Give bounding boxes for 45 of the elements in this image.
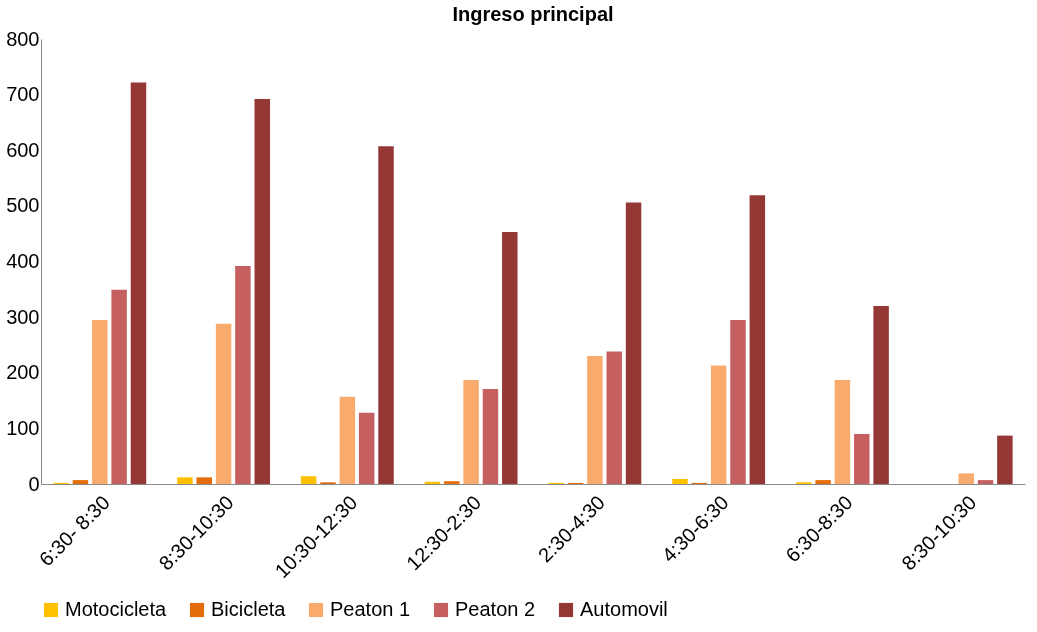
y-tick-label: 200 — [6, 361, 40, 384]
legend-label: Bicicleta — [211, 598, 287, 620]
y-tick-label: 800 — [6, 27, 40, 50]
bar — [215, 323, 232, 484]
bar — [196, 477, 212, 484]
bar — [873, 306, 889, 484]
bar — [587, 356, 603, 484]
bar — [815, 480, 831, 484]
chart-title: Ingreso principal — [452, 3, 614, 25]
bar — [625, 202, 642, 484]
bar — [672, 478, 688, 484]
bar — [482, 388, 499, 484]
bar — [977, 480, 994, 484]
bar — [177, 477, 193, 484]
legend-label: Peaton 1 — [330, 598, 411, 620]
legend-label: Peaton 2 — [455, 598, 536, 620]
y-tick-label: 500 — [6, 194, 40, 217]
bar — [463, 379, 479, 484]
bar — [710, 365, 727, 484]
bar — [339, 396, 356, 484]
bar — [378, 146, 394, 484]
legend-label: Motocicleta — [65, 598, 168, 620]
bar — [358, 412, 375, 484]
y-tick-label: 100 — [6, 416, 40, 439]
bar — [444, 481, 460, 484]
bar — [606, 351, 622, 484]
bar — [749, 195, 766, 484]
y-tick-label: 400 — [6, 250, 40, 272]
bar — [502, 232, 518, 484]
legend-label: Automovil — [580, 598, 668, 620]
bar — [72, 480, 89, 484]
bar — [300, 476, 317, 484]
bar — [111, 289, 127, 484]
bar — [235, 265, 251, 484]
bar — [958, 473, 974, 484]
bar — [130, 82, 147, 484]
bar — [834, 379, 851, 484]
y-tick-label: 600 — [6, 138, 40, 161]
bar — [730, 319, 746, 484]
bar — [92, 319, 108, 484]
bar — [997, 435, 1013, 484]
y-tick-label: 700 — [6, 83, 40, 106]
bar — [254, 99, 270, 484]
bar — [854, 433, 870, 484]
y-tick-label: 300 — [6, 305, 40, 328]
